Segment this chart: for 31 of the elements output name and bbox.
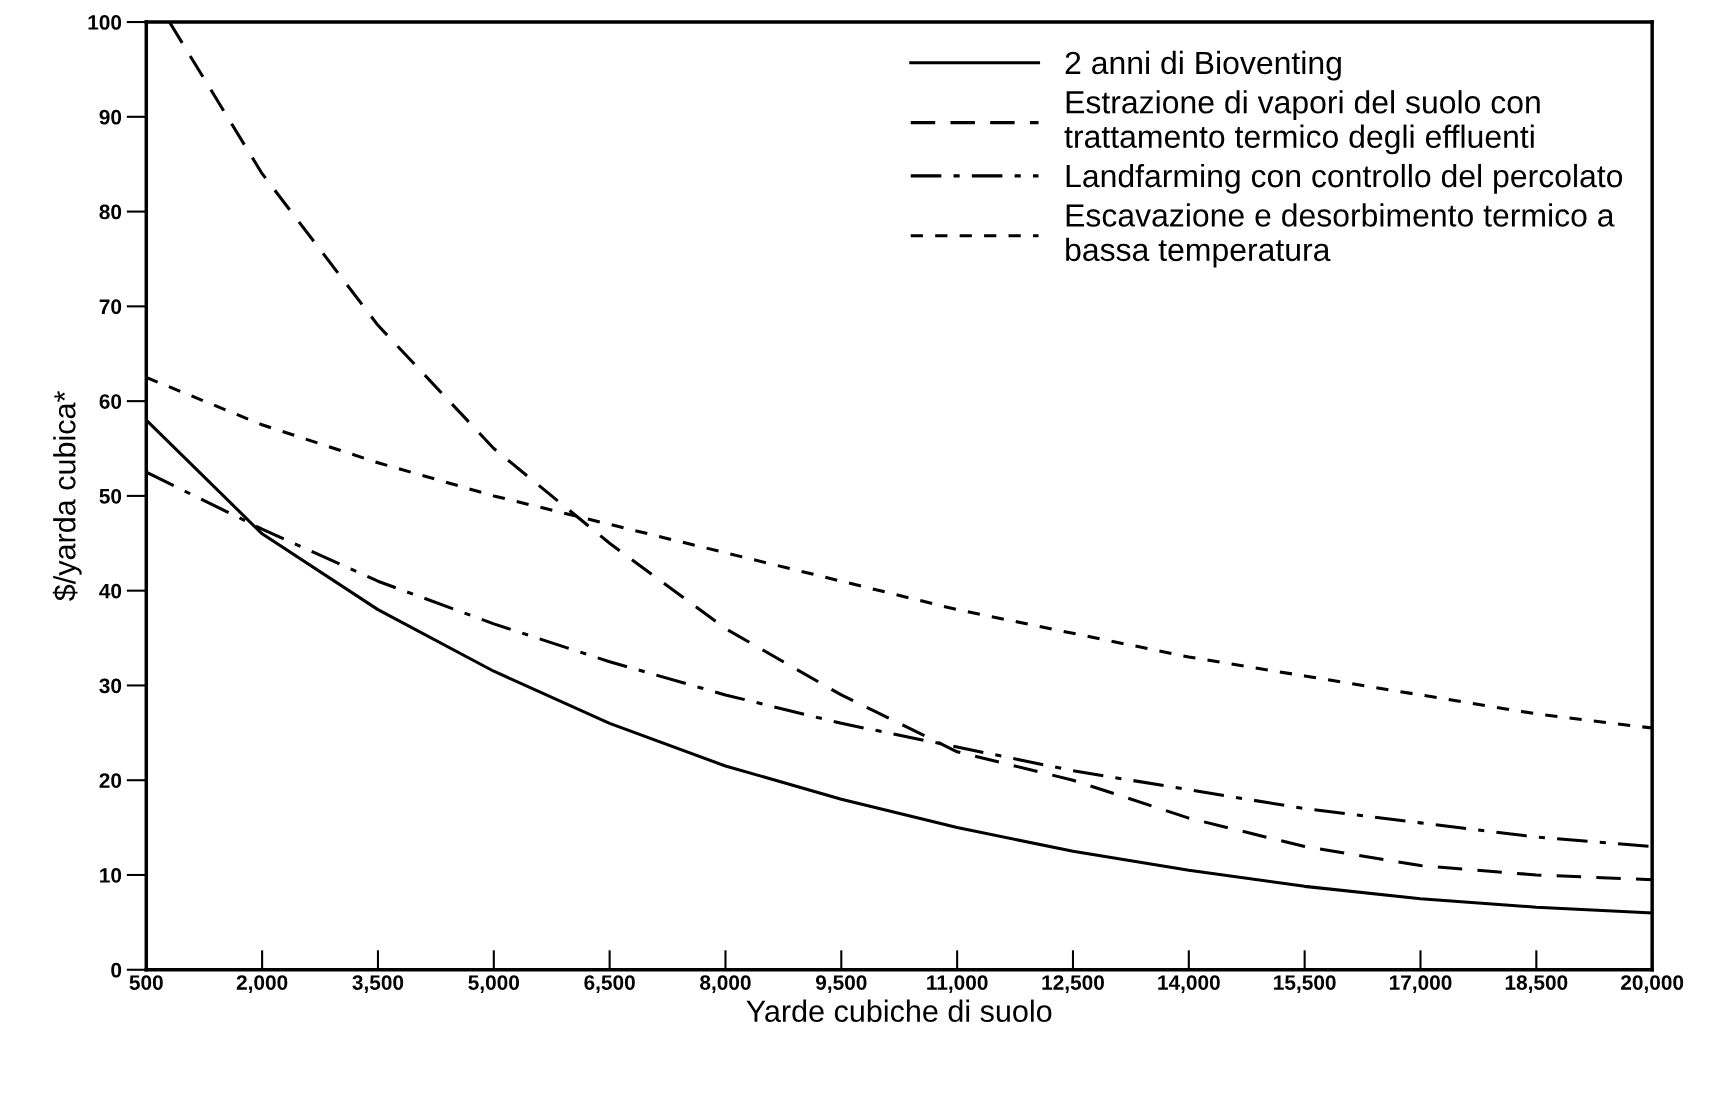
x-tick-label: 18,500 bbox=[1505, 975, 1568, 993]
y-tick-label: 60 bbox=[99, 394, 122, 409]
y-tick-label: 20 bbox=[99, 773, 122, 788]
x-tick-label: 20,000 bbox=[1621, 975, 1684, 993]
x-tick-label: 9,500 bbox=[815, 975, 867, 993]
x-tick-label: 17,000 bbox=[1389, 975, 1452, 993]
x-tick-label: 8,000 bbox=[700, 975, 751, 993]
x-tick-label: 500 bbox=[129, 975, 163, 990]
y-tick-label: 10 bbox=[100, 867, 122, 883]
y-tick-label: 30 bbox=[99, 678, 122, 694]
y-tick-label: 90 bbox=[99, 109, 122, 125]
x-tick-label: 11,000 bbox=[927, 975, 988, 993]
y-axis-title: $/yarda cubica* bbox=[52, 391, 82, 601]
x-tick-label: 15,500 bbox=[1274, 975, 1336, 993]
y-tick-label: 100 bbox=[88, 15, 122, 30]
y-tick-label: 40 bbox=[99, 583, 122, 599]
y-tick-label: 70 bbox=[99, 299, 122, 315]
y-tick-label: 0 bbox=[111, 962, 122, 978]
y-tick-label: 50 bbox=[99, 488, 122, 504]
x-tick-label: 5,000 bbox=[468, 975, 520, 993]
x-tick-label: 2,000 bbox=[236, 975, 288, 993]
x-tick-label: 6,500 bbox=[584, 975, 635, 993]
x-tick-label: 3,500 bbox=[352, 975, 404, 993]
x-axis-title: Yarde cubiche di suolo bbox=[746, 999, 1052, 1023]
legend-label: 2 anni di Bioventing bbox=[1065, 50, 1341, 81]
x-tick-label: 12,500 bbox=[1042, 975, 1104, 993]
x-tick-label: 14,000 bbox=[1158, 975, 1220, 993]
y-tick-label: 80 bbox=[99, 204, 122, 220]
legend-label: Estrazione di vapori del suolo con trattamento termico degli effluenti bbox=[1064, 90, 1540, 155]
legend-label: Escavazione e desorbimento termico a bassa temperatura bbox=[1066, 203, 1615, 268]
legend-label: Landfarming con controllo del percolato bbox=[1066, 163, 1623, 194]
